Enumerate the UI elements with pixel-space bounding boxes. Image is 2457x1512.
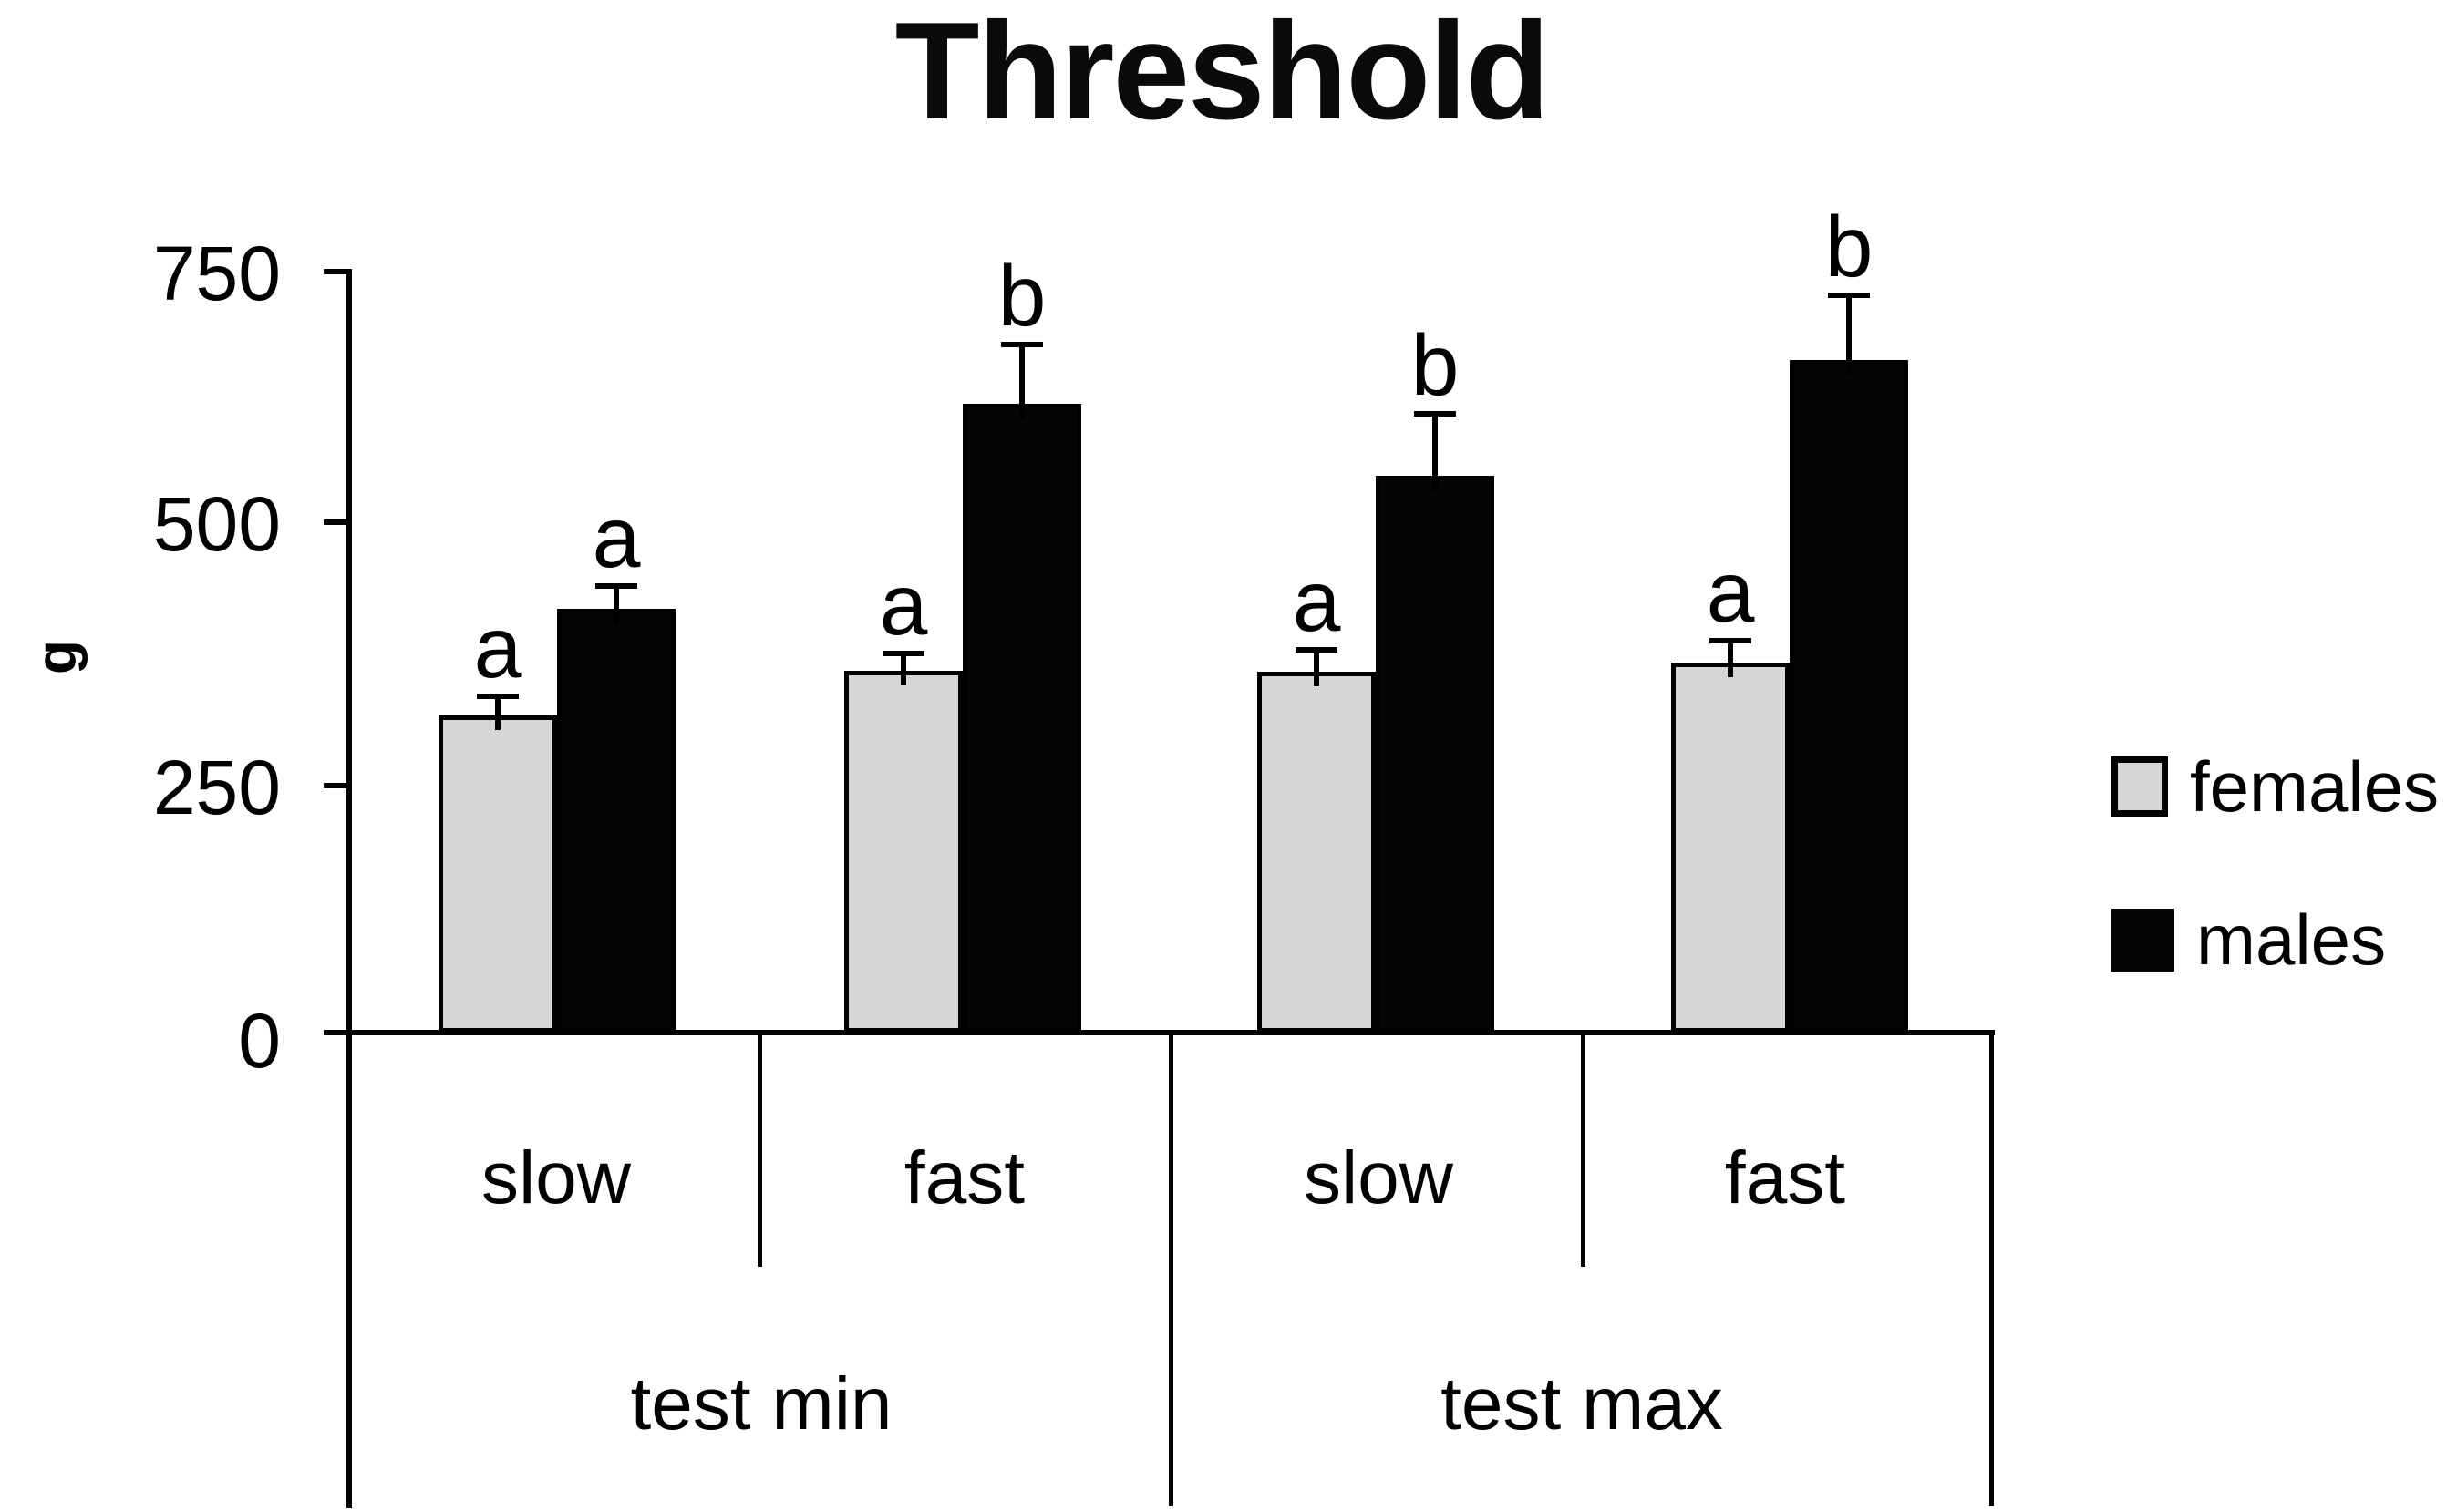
error-bar-cap-females-test-min-fast xyxy=(883,651,924,656)
y-tick-500 xyxy=(324,519,352,525)
legend-label-females: females xyxy=(2190,746,2440,827)
sig-letter-females-test-max-fast: a xyxy=(1706,544,1755,641)
error-bar-cap-females-test-max-fast xyxy=(1709,638,1751,643)
category-label-testmax-fast: fast xyxy=(1724,1137,1846,1219)
divider-testmin-slow-fast xyxy=(758,1035,762,1267)
legend-swatch-males-icon xyxy=(2111,908,2174,972)
divider-right-end xyxy=(1989,1035,1994,1506)
divider-testmax-slow-fast xyxy=(1581,1035,1585,1267)
error-bar-stem-females-test-max-slow xyxy=(1314,647,1319,686)
group-label-test-min: test min xyxy=(630,1363,893,1445)
bar-females-test-min-fast xyxy=(844,671,963,1033)
bar-males-test-max-slow xyxy=(1376,476,1494,1033)
sig-letter-males-test-max-slow: b xyxy=(1410,317,1460,414)
error-bar-stem-females-test-min-slow xyxy=(495,694,501,730)
error-bar-stem-males-test-max-slow xyxy=(1432,411,1438,490)
error-bar-cap-females-test-min-slow xyxy=(477,694,519,699)
category-label-testmin-slow: slow xyxy=(480,1137,632,1219)
x-axis-baseline xyxy=(346,1030,1995,1035)
error-bar-cap-females-test-max-slow xyxy=(1296,647,1337,653)
category-label-testmin-fast: fast xyxy=(903,1137,1026,1219)
y-axis-line xyxy=(346,269,352,1508)
legend-item-males: males xyxy=(2111,904,2386,975)
bar-males-test-min-slow xyxy=(557,609,676,1033)
legend-swatch-females-icon xyxy=(2111,756,2168,817)
category-label-testmax-slow: slow xyxy=(1303,1137,1454,1219)
bar-females-test-max-fast xyxy=(1671,663,1790,1033)
error-bar-stem-males-test-min-slow xyxy=(614,583,619,623)
error-bar-cap-males-test-max-slow xyxy=(1414,411,1456,417)
divider-testmin-testmax xyxy=(1169,1035,1173,1506)
sig-letter-males-test-min-slow: a xyxy=(592,489,641,586)
error-bar-stem-females-test-min-fast xyxy=(901,651,906,685)
group-label-test-max: test max xyxy=(1440,1363,1723,1445)
error-bar-cap-males-test-max-fast xyxy=(1828,293,1870,298)
y-tick-750 xyxy=(324,269,352,274)
bar-females-test-max-slow xyxy=(1257,672,1376,1033)
y-tick-label-250: 250 xyxy=(152,745,281,830)
y-tick-250 xyxy=(324,783,352,788)
y-tick-label-0: 0 xyxy=(238,998,281,1084)
error-bar-stem-males-test-max-fast xyxy=(1846,293,1852,375)
sig-letter-males-test-min-fast: b xyxy=(997,248,1047,345)
error-bar-cap-males-test-min-fast xyxy=(1001,342,1043,347)
sig-letter-males-test-max-fast: b xyxy=(1824,199,1874,295)
y-tick-label-750: 750 xyxy=(152,231,281,316)
legend-label-males: males xyxy=(2196,900,2387,980)
sig-letter-females-test-max-slow: a xyxy=(1292,553,1341,650)
bar-males-test-max-fast xyxy=(1790,360,1908,1033)
chart-title: Threshold xyxy=(894,0,1551,149)
y-tick-0 xyxy=(324,1030,352,1035)
bar-males-test-min-fast xyxy=(963,404,1081,1033)
y-tick-label-500: 500 xyxy=(152,481,281,567)
y-axis-label: g xyxy=(26,640,88,674)
legend-item-females: females xyxy=(2111,751,2439,822)
error-bar-cap-males-test-min-slow xyxy=(595,583,637,589)
bar-females-test-min-slow xyxy=(439,715,557,1033)
error-bar-stem-males-test-min-fast xyxy=(1019,342,1025,418)
sig-letter-females-test-min-fast: a xyxy=(879,557,928,653)
sig-letter-females-test-min-slow: a xyxy=(473,600,522,696)
error-bar-stem-females-test-max-fast xyxy=(1728,638,1733,677)
